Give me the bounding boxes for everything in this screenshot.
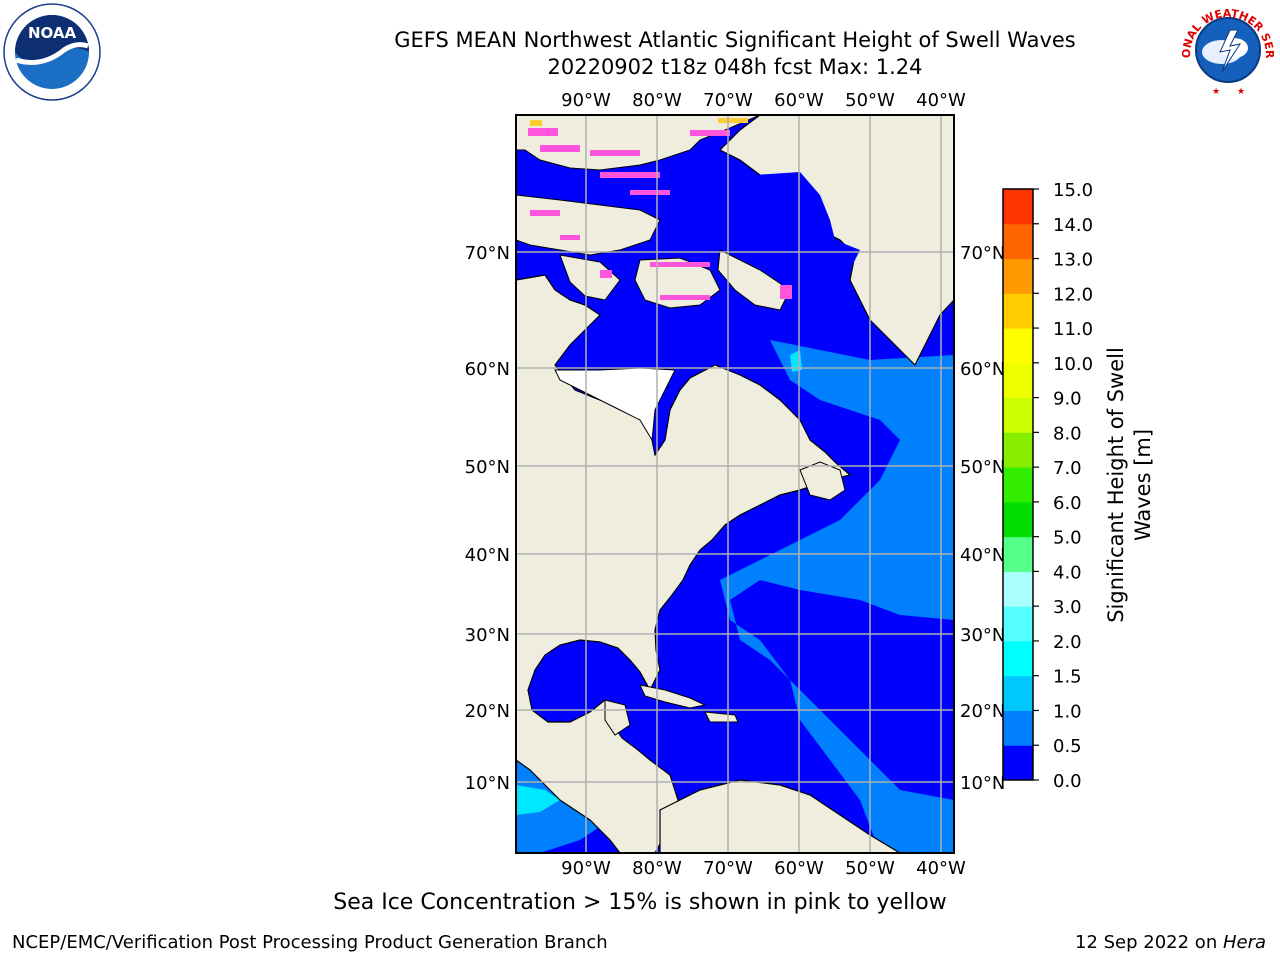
- colorbar-tick-label: 13.0: [1053, 250, 1093, 271]
- colorbar-tick-label: 0.5: [1053, 736, 1082, 757]
- lat-label-left: 10°N: [465, 773, 510, 794]
- colorbar-tick-label: 4.0: [1053, 562, 1082, 583]
- colorbar-tick-label: 0.0: [1053, 771, 1082, 792]
- lat-label-left: 40°N: [465, 545, 510, 566]
- lon-label-top: 40°W: [916, 90, 966, 111]
- lat-label-left: 20°N: [465, 701, 510, 722]
- colorbar-tick-label: 9.0: [1053, 389, 1082, 410]
- sea-ice-caption: Sea Ice Concentration > 15% is shown in …: [333, 890, 947, 915]
- lat-label-left: 60°N: [465, 359, 510, 380]
- lat-label-right: 50°N: [960, 457, 1005, 478]
- colorbar-tick-label: 15.0: [1053, 180, 1093, 201]
- colorbar-tick-label: 6.0: [1053, 493, 1082, 514]
- lat-label-right: 20°N: [960, 701, 1005, 722]
- chart-title: GEFS MEAN Northwest Atlantic Significant…: [394, 28, 1076, 52]
- lon-label-bottom: 60°W: [774, 858, 824, 879]
- map-frame: [515, 114, 955, 854]
- colorbar: 0.0 0.5 1.0 1.5 2.0 3.0 4.0 5.0 6.0 7.0 8.0 9.0 10.0…: [1003, 180, 1093, 792]
- lat-label-right: 70°N: [960, 243, 1005, 264]
- footer-host: Hera: [1222, 932, 1266, 953]
- colorbar-tick-label: 12.0: [1053, 284, 1093, 305]
- swell-region-cyan: [516, 785, 560, 815]
- colorbar-swatch: [1003, 640, 1033, 677]
- land-newfoundland: [799, 461, 846, 501]
- lon-label-bottom: 80°W: [632, 858, 682, 879]
- colorbar-tick-label: 3.0: [1053, 597, 1082, 618]
- colorbar-swatch: [1003, 362, 1033, 399]
- colorbar-swatch: [1003, 710, 1033, 746]
- lon-label-bottom: 50°W: [845, 858, 895, 879]
- lon-label-bottom: 40°W: [916, 858, 966, 879]
- colorbar-swatch: [1003, 606, 1033, 642]
- lon-label-top: 90°W: [561, 90, 611, 111]
- land-south-america: [659, 779, 902, 853]
- colorbar-tick-label: 10.0: [1053, 354, 1093, 375]
- graticule: [516, 115, 954, 853]
- footer-date: 12 Sep 2022 on Hera: [1075, 932, 1266, 953]
- lat-label-right: 40°N: [960, 545, 1005, 566]
- colorbar-frame: [1002, 188, 1034, 781]
- sea-ice-regions: [528, 128, 792, 300]
- colorbar-tick-label: 14.0: [1053, 215, 1093, 236]
- footer-branch: NCEP/EMC/Verification Post Processing Pr…: [12, 932, 608, 953]
- colorbar-label: Significant Height of Swell: [1104, 347, 1128, 623]
- colorbar-swatch: [1003, 293, 1033, 329]
- colorbar-tick-label: 1.5: [1053, 667, 1082, 688]
- svg-text:★: ★: [1212, 87, 1220, 97]
- chart-subtitle: 20220902 t18z 048h fcst Max: 1.24: [547, 55, 923, 79]
- colorbar-tick-label: 1.0: [1053, 701, 1082, 722]
- colorbar-tick-label: 5.0: [1053, 528, 1082, 549]
- lat-label-right: 60°N: [960, 359, 1005, 380]
- colorbar-swatch: [1003, 501, 1033, 538]
- colorbar-swatch: [1003, 571, 1033, 607]
- colorbar-tick-label: 8.0: [1053, 423, 1082, 444]
- lat-label-left: 50°N: [465, 457, 510, 478]
- noaa-logo-text: NOAA: [28, 24, 77, 42]
- nws-logo: NATIONAL WEATHER SERVICE ★ ★: [1178, 0, 1276, 98]
- lat-label-right: 10°N: [960, 773, 1005, 794]
- colorbar-swatch: [1003, 189, 1033, 225]
- colorbar-swatch: [1003, 258, 1033, 294]
- colorbar-swatch: [1003, 745, 1033, 781]
- lon-label-top: 70°W: [703, 90, 753, 111]
- colorbar-swatch: [1003, 536, 1033, 572]
- colorbar-tick-label: 11.0: [1053, 319, 1093, 340]
- colorbar-swatch: [1003, 328, 1033, 364]
- lon-label-top: 50°W: [845, 90, 895, 111]
- colorbar-tick-label: 7.0: [1053, 458, 1082, 479]
- colorbar-swatch: [1003, 675, 1033, 711]
- colorbar-swatch: [1003, 467, 1033, 503]
- lon-label-top: 80°W: [632, 90, 682, 111]
- colorbar-label-units: Waves [m]: [1131, 429, 1155, 541]
- lon-label-top: 60°W: [774, 90, 824, 111]
- lon-label-bottom: 70°W: [703, 858, 753, 879]
- colorbar-swatch: [1003, 432, 1033, 468]
- colorbar-swatch: [1003, 397, 1033, 433]
- colorbar-tick-label: 2.0: [1053, 632, 1082, 653]
- swell-region-mid: [720, 340, 954, 853]
- colorbar-swatch: [1003, 223, 1033, 260]
- lat-label-left: 30°N: [465, 625, 510, 646]
- svg-text:★: ★: [1237, 87, 1245, 97]
- lon-label-bottom: 90°W: [561, 858, 611, 879]
- noaa-logo: NOAA: [3, 3, 101, 101]
- lat-label-right: 30°N: [960, 625, 1005, 646]
- land-arctic-islands: [516, 115, 761, 171]
- lat-label-left: 70°N: [465, 243, 510, 264]
